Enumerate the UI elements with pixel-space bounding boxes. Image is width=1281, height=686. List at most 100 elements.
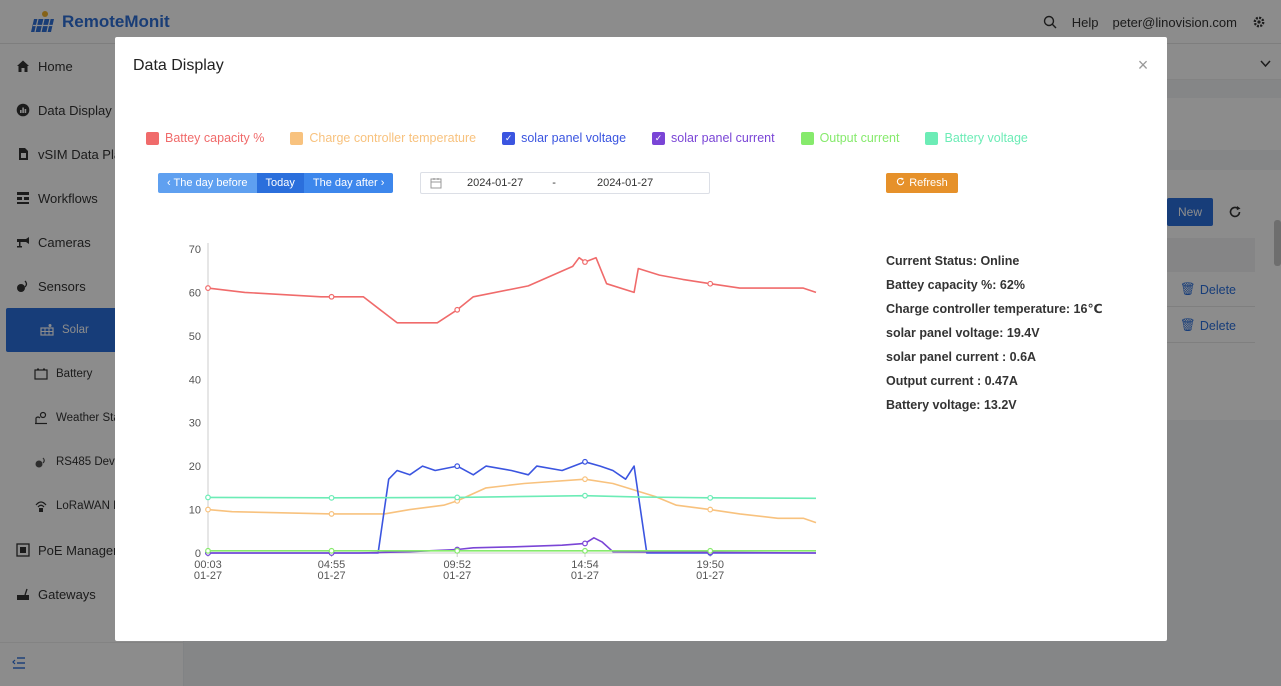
legend-item-panel-voltage[interactable]: ✓ solar panel voltage <box>502 131 626 145</box>
status-controller-temperature: Charge controller temperature: 16℃ <box>886 302 1103 316</box>
chart-canvas: 01020304050607000:0301-2704:5501-2709:52… <box>189 243 817 582</box>
sidebar-item-rs485[interactable]: RS485 Devic <box>0 440 183 484</box>
sidebar-item-cameras[interactable]: Cameras <box>0 220 183 264</box>
series-point-output-current <box>454 547 461 554</box>
gateway-icon <box>16 587 30 601</box>
weather-icon <box>34 411 48 425</box>
sidebar-item-workflows[interactable]: Workflows <box>0 176 183 220</box>
day-after-button[interactable]: The day after › <box>303 173 394 193</box>
legend-item-controller-temperature[interactable]: Charge controller temperature <box>290 131 476 145</box>
sim-icon <box>16 147 30 161</box>
sidebar-item-lorawan[interactable]: LoRaWAN D <box>0 484 183 528</box>
series-point-output-current <box>328 547 335 554</box>
sidebar-item-label: LoRaWAN D <box>56 500 122 512</box>
series-point-solar-panel-voltage <box>454 463 461 470</box>
sidebar-item-gateways[interactable]: Gateways <box>0 572 183 616</box>
sidebar-item-home[interactable]: Home <box>0 44 183 88</box>
checkbox-checked-icon[interactable]: ✓ <box>652 131 666 145</box>
checkbox-icon[interactable] <box>800 131 814 145</box>
day-before-button[interactable]: ‹ The day before <box>158 173 257 193</box>
delete-button[interactable]: 🗑 Delete <box>1180 282 1236 297</box>
user-account[interactable]: peter@linovision.com <box>1112 14 1237 30</box>
end-date[interactable]: 2024-01-27 <box>596 177 654 189</box>
status-output-current: Output current : 0.47A <box>886 374 1018 388</box>
date-range-picker[interactable]: 2024-01-27 - 2024-01-27 <box>420 172 710 194</box>
sidebar-item-vsim[interactable]: vSIM Data Pla <box>0 132 183 176</box>
checkbox-checked-icon[interactable]: ✓ <box>502 131 516 145</box>
x-tick-label-date: 01-27 <box>317 570 345 582</box>
sidebar-item-battery[interactable]: Battery <box>0 352 183 396</box>
legend-item-battery-capacity[interactable]: Battey capacity % <box>146 131 264 145</box>
trash-icon: 🗑 <box>1180 282 1196 296</box>
checkbox-icon[interactable] <box>925 131 939 145</box>
series-point-solar-panel-voltage <box>582 458 588 465</box>
x-tick-label-date: 01-27 <box>696 570 724 582</box>
data-display-dialog: Data Display × Battey capacity % Charge … <box>115 37 1167 641</box>
background-select[interactable] <box>1160 44 1281 80</box>
delete-button[interactable]: 🗑 Delete <box>1180 318 1236 333</box>
x-tick-label-time: 09:52 <box>443 559 471 571</box>
y-tick-label: 60 <box>189 287 201 299</box>
sidebar-item-weather-station[interactable]: Weather Stat <box>0 396 183 440</box>
trash-icon: 🗑 <box>1180 318 1196 332</box>
refresh-button[interactable]: Refresh <box>886 173 958 193</box>
app-logo[interactable]: RemoteMonit <box>30 10 170 34</box>
top-navigation-bar: RemoteMonit Help peter@linovision.com <box>0 0 1281 44</box>
sidebar-item-label: vSIM Data Pla <box>38 146 122 162</box>
series-point-charge-controller-temperature <box>582 476 588 483</box>
collapse-sidebar-button[interactable] <box>0 642 184 686</box>
series-point-battery-voltage <box>454 494 461 501</box>
current-status-panel: Current Status: Online Battey capacity %… <box>886 252 1103 420</box>
legend-item-battery-voltage[interactable]: Battery voltage <box>925 131 1028 145</box>
series-point-battey-capacity <box>205 285 211 291</box>
help-link[interactable]: Help <box>1071 14 1099 30</box>
row-divider <box>1167 342 1255 343</box>
series-point-battery-voltage <box>328 494 335 501</box>
status-panel-current: solar panel current : 0.6A <box>886 350 1037 364</box>
row-divider <box>1167 306 1255 307</box>
series-point-battery-voltage <box>205 494 211 501</box>
x-tick-label-date: 01-27 <box>194 570 222 582</box>
sidebar-item-label: Weather Stat <box>56 412 123 424</box>
close-icon[interactable]: × <box>1137 55 1149 75</box>
sidebar-item-label: Sensors <box>38 278 86 294</box>
x-tick-label-time: 19:50 <box>696 559 724 571</box>
sidebar-item-label: Cameras <box>38 234 91 250</box>
sidebar-item-label: Home <box>38 58 73 74</box>
x-tick-label-date: 01-27 <box>443 570 471 582</box>
chevron-down-icon <box>1260 56 1271 71</box>
checkbox-icon[interactable] <box>146 131 159 145</box>
app-name: RemoteMonit <box>62 11 170 31</box>
series-point-output-current <box>707 547 714 554</box>
search-icon[interactable] <box>1042 14 1058 30</box>
scrollbar[interactable] <box>1274 220 1281 266</box>
y-tick-label: 70 <box>189 244 201 256</box>
series-line-battey-capacity <box>207 256 817 324</box>
today-button[interactable]: Today <box>256 173 304 193</box>
home-icon <box>16 59 30 73</box>
series-point-charge-controller-temperature <box>328 511 335 517</box>
legend-item-panel-current[interactable]: ✓ solar panel current <box>652 131 775 145</box>
new-button[interactable]: New <box>1167 198 1213 226</box>
checkbox-icon[interactable] <box>290 131 304 145</box>
sidebar-item-label: PoE Managem <box>38 542 124 558</box>
lorawan-icon <box>34 499 48 513</box>
series-point-battery-voltage <box>707 494 714 501</box>
sidebar-item-label: RS485 Devic <box>56 456 124 468</box>
sidebar-item-sensors[interactable]: Sensors <box>0 264 183 308</box>
refresh-label: Refresh <box>909 177 948 189</box>
sidebar-item-label: Battery <box>56 368 93 380</box>
dialog-title: Data Display <box>133 57 224 74</box>
settings-gear-icon[interactable] <box>1251 14 1267 30</box>
legend-label: solar panel voltage <box>521 131 627 145</box>
reload-icon[interactable] <box>1225 202 1245 222</box>
sidebar-item-data-display[interactable]: Data Display <box>0 88 183 132</box>
series-line-charge-controller-temperature <box>207 478 817 524</box>
legend-label: Battery voltage <box>944 131 1028 145</box>
series-point-charge-controller-temperature <box>707 506 714 513</box>
sidebar-item-poe[interactable]: PoE Managem <box>0 528 183 572</box>
legend-label: Output current <box>819 131 900 145</box>
start-date[interactable]: 2024-01-27 <box>467 177 524 189</box>
legend-item-output-current[interactable]: Output current <box>800 131 900 145</box>
series-line-solar-panel-voltage <box>208 461 816 554</box>
